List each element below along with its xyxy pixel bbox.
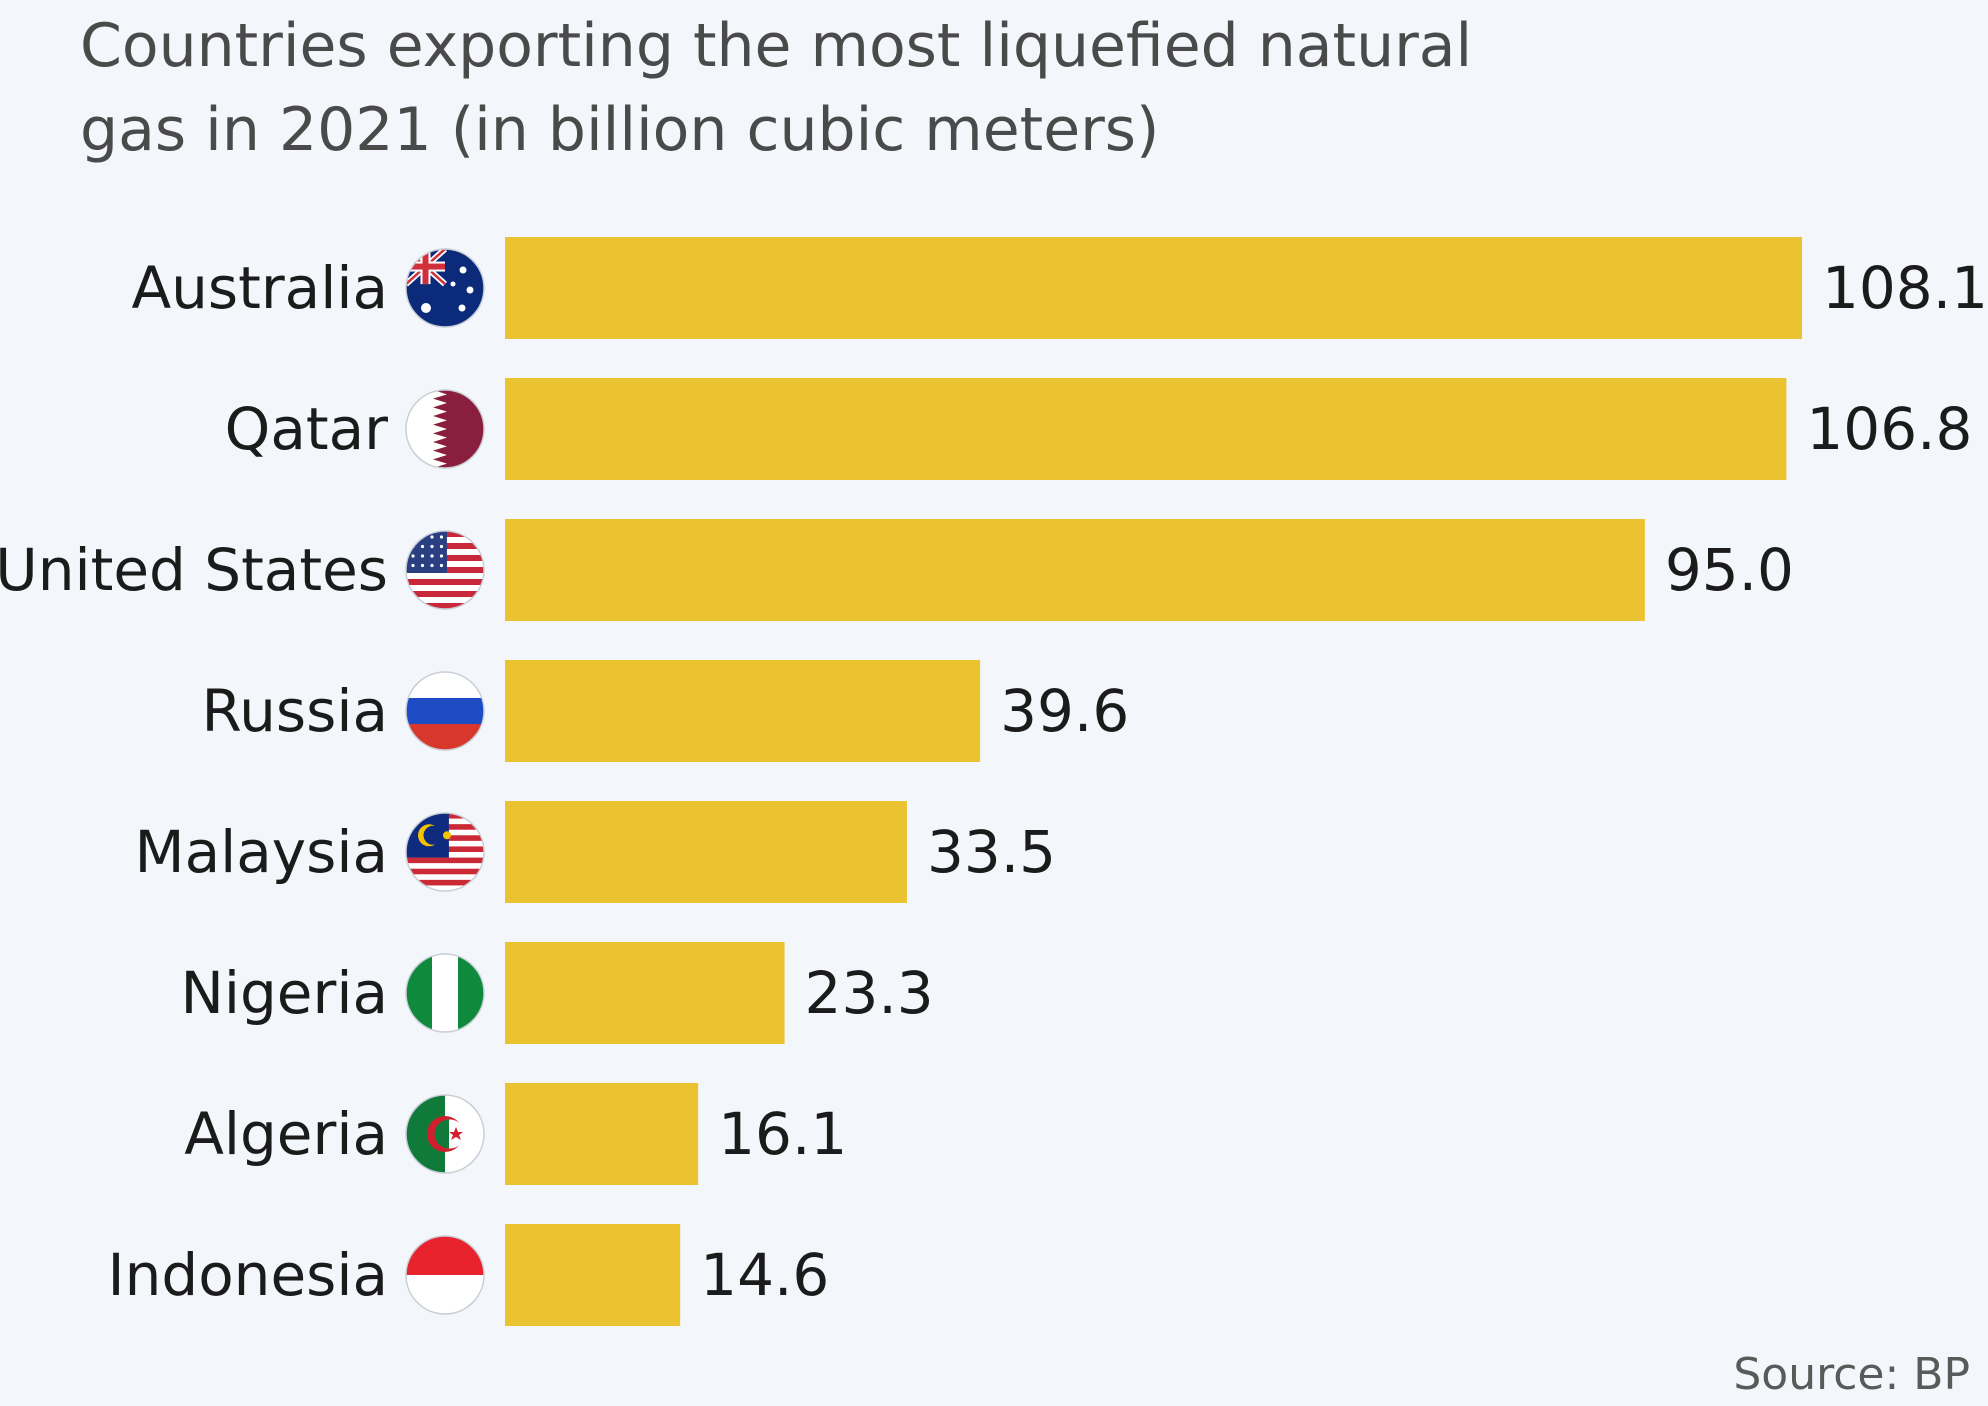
value-label: 23.3 (805, 959, 934, 1027)
chart-title: Countries exporting the most liquefied n… (80, 11, 1473, 165)
bar (505, 378, 1787, 480)
category-label: Algeria (184, 1100, 388, 1168)
value-label: 14.6 (700, 1241, 829, 1309)
source-note: Source: BP (1733, 1349, 1970, 1400)
category-label: United States (0, 536, 388, 604)
russia-flag-icon (405, 671, 485, 751)
category-label: Australia (131, 254, 388, 322)
malaysia-flag-icon (405, 812, 485, 892)
value-label: 39.6 (1000, 677, 1129, 745)
australia-flag-icon (405, 248, 485, 328)
bar-row: Russia 39.6 (201, 660, 1129, 762)
algeria-flag-icon (405, 1094, 485, 1174)
bar (505, 519, 1645, 621)
united-states-flag-icon (405, 530, 485, 610)
category-label: Malaysia (135, 818, 388, 886)
bar-row: United States 95.0 (0, 519, 1794, 621)
category-label: Qatar (225, 395, 388, 463)
bar (505, 1224, 681, 1326)
category-label: Russia (201, 677, 388, 745)
value-label: 106.8 (1806, 395, 1972, 463)
value-label: 33.5 (927, 818, 1056, 886)
indonesia-flag-icon (405, 1235, 485, 1315)
bar (505, 942, 785, 1044)
category-label: Nigeria (180, 959, 388, 1027)
bar-row: Australia 108.1 (131, 237, 1988, 339)
value-label: 108.1 (1822, 254, 1988, 322)
bar-row: Malaysia 33.5 (135, 801, 1056, 903)
bar (505, 237, 1802, 339)
bar-row: Indonesia 14.6 (108, 1224, 829, 1326)
bar-row: Qatar 106.8 (225, 378, 1972, 480)
nigeria-flag-icon (405, 953, 485, 1033)
category-label: Indonesia (108, 1241, 388, 1309)
bar-row: Algeria 16.1 (184, 1083, 847, 1185)
bar (505, 801, 907, 903)
value-label: 16.1 (718, 1100, 847, 1168)
bar (505, 660, 981, 762)
bar (505, 1083, 699, 1185)
value-label: 95.0 (1665, 536, 1794, 604)
qatar-flag-icon (405, 389, 485, 469)
bar-row: Nigeria 23.3 (180, 942, 934, 1044)
